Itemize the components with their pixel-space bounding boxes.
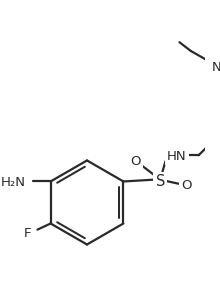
Text: O: O	[181, 179, 192, 192]
Text: N: N	[212, 61, 220, 74]
Text: S: S	[156, 174, 165, 189]
Text: O: O	[130, 155, 141, 168]
Text: HN: HN	[167, 150, 187, 163]
Text: F: F	[24, 227, 31, 240]
Text: H₂N: H₂N	[1, 176, 26, 190]
